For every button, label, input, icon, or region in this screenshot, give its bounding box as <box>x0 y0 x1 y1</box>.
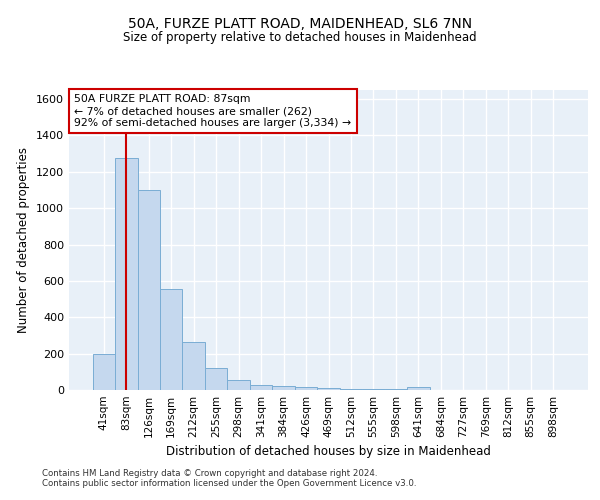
Bar <box>205 368 227 390</box>
Bar <box>407 386 430 390</box>
Text: Contains public sector information licensed under the Open Government Licence v3: Contains public sector information licen… <box>42 479 416 488</box>
Bar <box>295 388 317 390</box>
Bar <box>182 342 205 390</box>
Text: 50A, FURZE PLATT ROAD, MAIDENHEAD, SL6 7NN: 50A, FURZE PLATT ROAD, MAIDENHEAD, SL6 7… <box>128 18 472 32</box>
Text: Size of property relative to detached houses in Maidenhead: Size of property relative to detached ho… <box>123 31 477 44</box>
Bar <box>92 354 115 390</box>
Bar <box>137 190 160 390</box>
Bar <box>227 380 250 390</box>
Bar <box>340 388 362 390</box>
X-axis label: Distribution of detached houses by size in Maidenhead: Distribution of detached houses by size … <box>166 446 491 458</box>
Bar <box>115 158 137 390</box>
Y-axis label: Number of detached properties: Number of detached properties <box>17 147 31 333</box>
Bar <box>362 389 385 390</box>
Text: Contains HM Land Registry data © Crown copyright and database right 2024.: Contains HM Land Registry data © Crown c… <box>42 469 377 478</box>
Bar <box>272 386 295 390</box>
Bar <box>160 289 182 390</box>
Bar <box>250 384 272 390</box>
Bar <box>317 388 340 390</box>
Text: 50A FURZE PLATT ROAD: 87sqm
← 7% of detached houses are smaller (262)
92% of sem: 50A FURZE PLATT ROAD: 87sqm ← 7% of deta… <box>74 94 352 128</box>
